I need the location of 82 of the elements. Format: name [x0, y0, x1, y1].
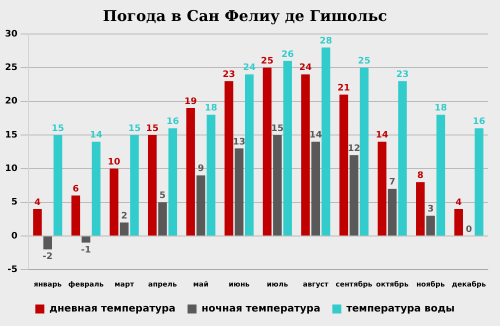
bar — [474, 128, 484, 236]
data-label: 6 — [72, 184, 79, 194]
bar — [120, 222, 129, 236]
y-tick-label: 20 — [4, 96, 18, 107]
data-label: 4 — [34, 198, 41, 208]
legend-label: ночная температура — [202, 304, 320, 315]
y-tick-label: 5 — [11, 198, 18, 208]
data-label: 7 — [389, 178, 396, 188]
data-label: 9 — [198, 164, 204, 174]
data-label: -2 — [42, 252, 53, 262]
data-label: 12 — [348, 144, 360, 154]
legend-label: температура воды — [346, 304, 455, 315]
data-label: 23 — [222, 70, 236, 80]
data-label: 25 — [358, 56, 370, 66]
bar — [130, 134, 139, 236]
data-label: 18 — [204, 104, 218, 114]
bar — [82, 236, 90, 243]
bar — [71, 196, 80, 236]
bar — [110, 168, 118, 236]
data-label: 8 — [417, 170, 424, 181]
data-label: 28 — [320, 36, 332, 46]
bar — [398, 81, 407, 236]
data-label: 4 — [456, 198, 462, 208]
bar — [262, 68, 272, 236]
bar — [301, 74, 310, 236]
data-label: 19 — [184, 96, 197, 107]
bar — [54, 134, 62, 236]
bar — [186, 108, 195, 236]
bar — [224, 81, 234, 236]
data-label: 18 — [434, 104, 448, 114]
bar — [454, 209, 463, 236]
data-label: 15 — [146, 124, 159, 134]
bar — [273, 134, 282, 236]
y-tick-label: 0 — [11, 231, 18, 242]
bar — [92, 142, 101, 236]
data-label: 26 — [281, 50, 294, 60]
bar — [388, 188, 397, 236]
data-label: 5 — [159, 191, 166, 202]
bar — [234, 148, 244, 236]
y-tick-label: -5 — [8, 264, 18, 275]
data-label: 3 — [427, 204, 434, 215]
bar — [436, 114, 446, 236]
data-label: 16 — [166, 117, 180, 128]
y-tick-label: 10 — [4, 164, 18, 174]
bar — [350, 155, 358, 236]
bar — [196, 175, 206, 236]
bar — [244, 74, 254, 236]
y-tick-label: 15 — [4, 130, 18, 140]
data-label: 15 — [271, 124, 284, 134]
y-tick-label: 30 — [4, 29, 18, 40]
bar — [158, 202, 167, 236]
bar — [378, 142, 386, 236]
data-label: 25 — [260, 56, 274, 66]
data-label: 24 — [243, 63, 256, 74]
data-label: -1 — [80, 246, 91, 256]
bar — [311, 142, 320, 236]
legend-label: дневная температура — [49, 304, 176, 315]
bar — [33, 209, 42, 236]
data-label: 14 — [90, 130, 102, 141]
bar — [206, 114, 216, 236]
bar — [148, 134, 157, 236]
data-label: 24 — [299, 63, 312, 74]
data-label: 10 — [108, 157, 120, 168]
bar — [168, 128, 178, 236]
data-label: 16 — [472, 117, 486, 128]
bar — [322, 47, 330, 236]
data-label: 13 — [232, 137, 246, 148]
bar — [283, 60, 292, 236]
data-label: 0 — [466, 224, 472, 235]
data-label: 15 — [52, 124, 64, 134]
chart-title: Погода в Сан Фелиу де Гишольс — [102, 6, 388, 25]
bar — [339, 94, 348, 236]
data-label: 2 — [121, 211, 128, 222]
bar — [426, 216, 435, 236]
data-label: 14 — [376, 130, 388, 141]
bar — [360, 68, 369, 236]
data-label: 23 — [396, 70, 409, 80]
bar — [416, 182, 425, 236]
bar — [43, 236, 52, 250]
data-label: 15 — [128, 124, 141, 134]
y-tick-label: 25 — [4, 63, 18, 73]
data-label: 21 — [338, 83, 350, 94]
